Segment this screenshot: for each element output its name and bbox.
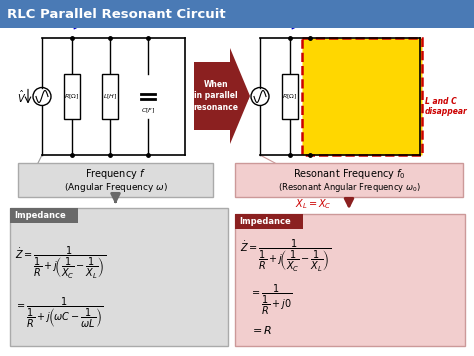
Bar xyxy=(235,163,463,197)
Bar xyxy=(0,0,474,28)
Bar xyxy=(302,38,422,155)
Text: Resonant Frequency $f_0$: Resonant Frequency $f_0$ xyxy=(292,167,405,181)
Text: (Angular Frequency $\omega$): (Angular Frequency $\omega$) xyxy=(64,180,167,194)
Text: $\dot{I}=\dfrac{\hat{V}}{\dot{Z}}$: $\dot{I}=\dfrac{\hat{V}}{\dot{Z}}$ xyxy=(54,5,73,31)
Bar xyxy=(102,74,118,119)
Text: Impedance: Impedance xyxy=(239,217,291,226)
Text: Frequency $f$: Frequency $f$ xyxy=(85,167,146,181)
Text: RLC Parallel Resonant Circuit: RLC Parallel Resonant Circuit xyxy=(7,7,226,21)
Polygon shape xyxy=(194,48,250,144)
Bar xyxy=(10,208,78,223)
Text: $R[\Omega]$: $R[\Omega]$ xyxy=(64,92,80,101)
Text: (Resonant Angular Frequency $\omega_0$): (Resonant Angular Frequency $\omega_0$) xyxy=(278,180,420,194)
Text: $C[F]$: $C[F]$ xyxy=(141,106,155,115)
Text: $X_L = X_C$: $X_L = X_C$ xyxy=(295,197,331,211)
Text: $\dot{Z} = \dfrac{1}{\dfrac{1}{R}+j\!\left(\dfrac{1}{X_C}-\dfrac{1}{X_L}\right)}: $\dot{Z} = \dfrac{1}{\dfrac{1}{R}+j\!\le… xyxy=(15,245,106,281)
Text: $\hat{V}$: $\hat{V}$ xyxy=(18,88,27,105)
Bar xyxy=(235,214,465,346)
Text: $= R$: $= R$ xyxy=(250,324,273,336)
Bar xyxy=(282,74,298,119)
Text: $= \dfrac{1}{\dfrac{1}{R}+j\!\left(\omega C - \dfrac{1}{\omega L}\right)}$: $= \dfrac{1}{\dfrac{1}{R}+j\!\left(\omeg… xyxy=(15,296,103,330)
Text: $L[H]$: $L[H]$ xyxy=(103,92,117,101)
Bar xyxy=(64,74,80,119)
Text: Impedance: Impedance xyxy=(14,211,66,220)
Bar xyxy=(18,163,213,197)
Text: $R[\Omega]$: $R[\Omega]$ xyxy=(282,92,298,101)
Bar xyxy=(10,208,228,346)
Text: $\dot{Z} = \dfrac{1}{\dfrac{1}{R}+j\!\left(\dfrac{1}{X_C}-\dfrac{1}{X_L}\right)}: $\dot{Z} = \dfrac{1}{\dfrac{1}{R}+j\!\le… xyxy=(240,238,331,274)
Text: $\hat{V}$: $\hat{V}$ xyxy=(236,88,245,105)
Text: $= \dfrac{1}{\dfrac{1}{R}+j0}$: $= \dfrac{1}{\dfrac{1}{R}+j0}$ xyxy=(250,283,293,317)
Text: L and C
disappear: L and C disappear xyxy=(425,97,468,116)
Text: When
in parallel
resonance: When in parallel resonance xyxy=(193,80,238,112)
Bar xyxy=(235,214,303,229)
Text: $\dot{I}=\dfrac{\hat{V}}{\dot{Z}}=\dfrac{\hat{V}}{R}$: $\dot{I}=\dfrac{\hat{V}}{\dot{Z}}=\dfrac… xyxy=(272,5,307,31)
